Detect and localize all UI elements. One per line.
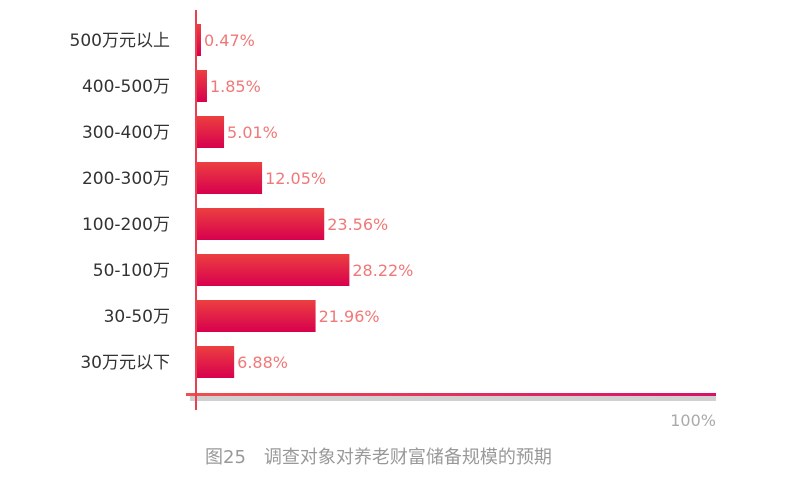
bar-1 bbox=[197, 70, 207, 102]
x-tick-label: 100% bbox=[670, 411, 716, 430]
value-label: 23.56% bbox=[327, 215, 388, 234]
value-label: 21.96% bbox=[319, 307, 380, 326]
category-label: 100-200万 bbox=[82, 215, 170, 235]
bar-7 bbox=[197, 346, 235, 378]
bar-2 bbox=[197, 116, 225, 148]
value-label: 6.88% bbox=[237, 353, 288, 372]
bar-0 bbox=[197, 24, 201, 56]
value-label: 0.47% bbox=[204, 31, 255, 50]
value-label: 1.85% bbox=[210, 77, 261, 96]
bar-4 bbox=[197, 208, 325, 240]
bar-6 bbox=[197, 300, 316, 332]
category-label: 50-100万 bbox=[93, 261, 170, 281]
bar-3 bbox=[197, 162, 263, 194]
y-axis bbox=[195, 10, 197, 410]
category-label: 300-400万 bbox=[82, 123, 170, 143]
x-axis bbox=[186, 393, 716, 396]
category-label: 500万元以上 bbox=[70, 31, 170, 51]
x-axis-shadow bbox=[190, 396, 716, 401]
category-label: 400-500万 bbox=[82, 77, 170, 97]
category-label: 30-50万 bbox=[104, 307, 170, 327]
category-label: 30万元以下 bbox=[80, 353, 170, 373]
bar-5 bbox=[197, 254, 350, 286]
chart-caption: 图25 调查对象对养老财富储备规模的预期 bbox=[205, 447, 552, 468]
category-label: 200-300万 bbox=[82, 169, 170, 189]
value-label: 5.01% bbox=[227, 123, 278, 142]
value-label: 12.05% bbox=[265, 169, 326, 188]
value-label: 28.22% bbox=[352, 261, 413, 280]
